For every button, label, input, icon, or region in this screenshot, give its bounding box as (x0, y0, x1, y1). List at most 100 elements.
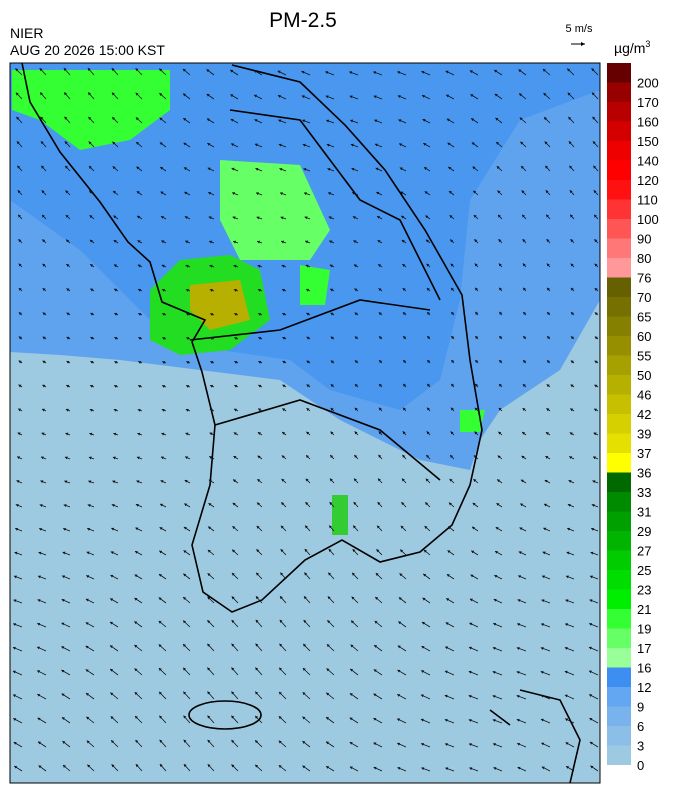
wind-arrow-head (399, 167, 403, 171)
wind-arrow-head (475, 335, 479, 339)
wind-arrow-head (374, 119, 378, 123)
wind-arrow-head (14, 551, 18, 555)
wind-arrow-head (65, 215, 69, 218)
colorbar-label: 60 (637, 329, 651, 344)
wind-arrow-head (258, 360, 262, 364)
color-segment (607, 336, 631, 356)
wind-arrow-head (90, 360, 94, 364)
wind-arrow-head (493, 767, 497, 770)
wind-arrow-head (518, 575, 522, 579)
wind-arrow-head (184, 503, 188, 507)
wind-arrow-head (64, 116, 68, 120)
wind-arrow-head (523, 311, 527, 315)
wind-arrow-head (472, 166, 476, 170)
wind-arrow-head (473, 455, 477, 459)
wind-arrow-head (330, 360, 334, 364)
wind-arrow-head (162, 361, 166, 364)
wind-arrow-head (87, 764, 91, 768)
green-zone (220, 160, 330, 260)
wind-arrow-head (400, 191, 404, 195)
wind-arrow-head (594, 288, 598, 291)
wind-arrow-head (41, 408, 45, 412)
wind-arrow-head (570, 214, 574, 218)
wind-arrow-head (378, 407, 382, 411)
wind-arrow-head (494, 551, 498, 554)
wind-arrow-head (593, 190, 597, 194)
wind-arrow-head (565, 718, 569, 722)
wind-arrow-head (85, 645, 89, 649)
wind-arrow-head (373, 766, 377, 770)
wind-arrow-head (354, 431, 358, 435)
wind-arrow-head (542, 69, 546, 72)
wind-arrow-head (258, 384, 262, 388)
wind-arrow-head (570, 312, 574, 316)
wind-arrow-head (110, 598, 114, 602)
color-segment (607, 277, 631, 297)
wind-arrow-head (326, 717, 330, 720)
wind-arrow-head (354, 288, 358, 292)
wind-arrow-head (231, 143, 235, 147)
wind-arrow-head (232, 549, 236, 553)
wind-arrow-head (401, 239, 405, 243)
color-segment (607, 667, 631, 687)
wind-arrow-head (353, 525, 356, 529)
wind-arrow-head (278, 740, 282, 744)
wind-arrow-head (304, 216, 308, 220)
wind-arrow-head (258, 408, 262, 412)
wind-arrow-head (88, 116, 92, 120)
wind-arrow-head (183, 573, 187, 577)
wind-arrow-head (449, 478, 453, 482)
wind-arrow-head (498, 407, 502, 411)
colorbar-label: 31 (637, 505, 651, 520)
wind-arrow-head (351, 620, 354, 624)
wind-arrow-head (158, 668, 162, 671)
wind-arrow-head (66, 312, 70, 316)
wind-arrow-head (350, 644, 354, 648)
color-segment (607, 141, 631, 161)
wind-arrow-head (232, 502, 236, 506)
wind-arrow-head (468, 646, 472, 650)
wind-arrow-head (540, 694, 544, 698)
wind-arrow-head (421, 767, 425, 771)
wind-arrow-head (379, 383, 382, 387)
wind-arrow-head (37, 646, 41, 650)
wind-arrow-head (499, 311, 503, 315)
wind-arrow-head (373, 95, 377, 99)
wind-arrow-head (257, 479, 261, 482)
wind-arrow-head (17, 432, 21, 436)
wind-arrow-head (448, 191, 452, 194)
wind-arrow-head (185, 288, 189, 292)
wind-arrow-head (41, 432, 45, 436)
wind-arrow-head (350, 119, 354, 123)
wind-arrow-head (492, 670, 496, 674)
wind-arrow-head (375, 596, 379, 600)
wind-arrow-head (255, 167, 259, 171)
wind-arrow-head (158, 644, 162, 648)
wind-arrow-head (183, 691, 187, 695)
wind-arrow-head (18, 312, 22, 316)
wind-arrow-head (594, 336, 598, 340)
wind-arrow-head (403, 360, 407, 363)
colorbar-label: 76 (637, 271, 651, 286)
wind-arrow-head (546, 408, 550, 412)
colorbar-label: 25 (637, 563, 651, 578)
colorbar-label: 120 (637, 173, 659, 188)
wind-arrow-head (255, 740, 259, 744)
wind-arrow-head (208, 216, 212, 220)
wind-arrow-head (353, 501, 357, 505)
wind-arrow-head (399, 143, 403, 147)
wind-arrow-head (302, 741, 306, 744)
wind-arrow-head (231, 667, 235, 671)
wind-arrow-head (567, 527, 571, 531)
wind-arrow-head (423, 143, 427, 146)
wind-arrow-head (594, 360, 598, 364)
colorbar-label: 12 (637, 680, 651, 695)
color-segment (607, 180, 631, 200)
wind-arrow-head (546, 263, 550, 267)
wind-arrow-head (207, 573, 211, 577)
wind-arrow-head (42, 384, 46, 388)
japan-coast (489, 689, 581, 783)
wind-arrow-head (492, 646, 496, 650)
color-segment (607, 550, 631, 570)
